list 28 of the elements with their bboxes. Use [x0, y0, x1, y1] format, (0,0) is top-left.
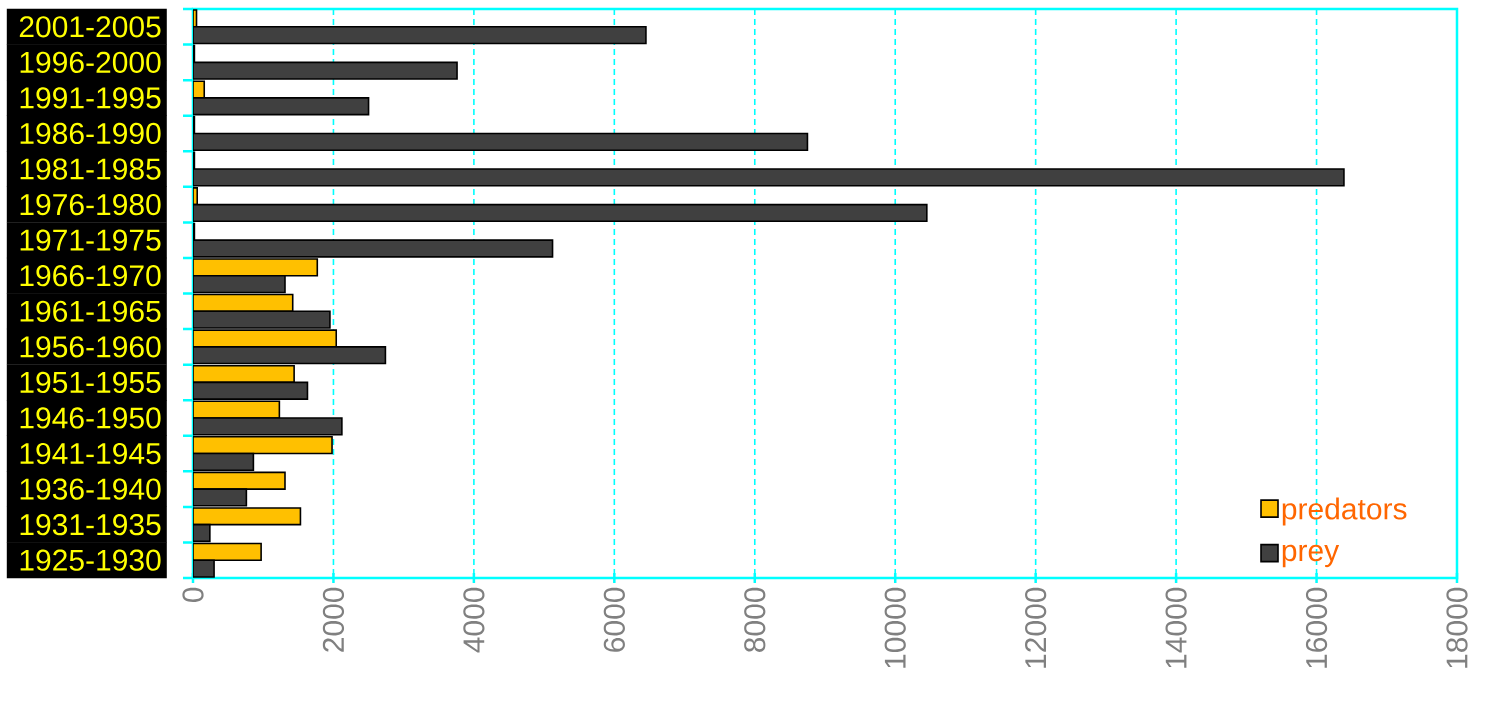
y-tick-label: 1996-2000 — [20, 51, 161, 73]
y-tick-label: 1991-1995 — [20, 87, 161, 109]
y-tick-label: 1936-1940 — [20, 478, 161, 500]
x-tick-label: 14000 — [1165, 587, 1187, 668]
x-tick-label: 0 — [182, 587, 204, 603]
y-tick-label: 1971-1975 — [20, 229, 161, 251]
x-tick-label: 6000 — [603, 587, 625, 652]
legend-label: predators — [1282, 497, 1407, 526]
x-tick-label: 18000 — [1446, 587, 1468, 668]
y-tick-label: 1961-1965 — [20, 300, 161, 322]
x-tick-label: 4000 — [463, 587, 485, 653]
x-tick-label: 2000 — [322, 587, 345, 652]
x-tick-label: 8000 — [744, 587, 766, 652]
x-tick-label: 10000 — [884, 587, 906, 668]
y-tick-label: 1976-1980 — [20, 193, 161, 216]
y-tick-label: 1981-1985 — [20, 158, 161, 180]
y-tick-label: 1956-1960 — [20, 336, 161, 358]
x-tick-label: 16000 — [1305, 587, 1328, 668]
x-tick-label: 12000 — [1025, 587, 1047, 668]
y-tick-label: 1986-1990 — [20, 122, 161, 145]
legend-label: prey — [1282, 544, 1340, 568]
y-tick-label: 1925-1930 — [20, 549, 161, 571]
y-tick-label: 1951-1955 — [20, 371, 161, 394]
y-tick-label: 1931-1935 — [20, 514, 161, 536]
y-tick-label: 1946-1950 — [20, 407, 161, 429]
y-tick-label: 1941-1945 — [20, 442, 161, 465]
y-tick-label: 1966-1970 — [20, 265, 161, 287]
y-tick-label: 2001-2005 — [19, 16, 161, 38]
